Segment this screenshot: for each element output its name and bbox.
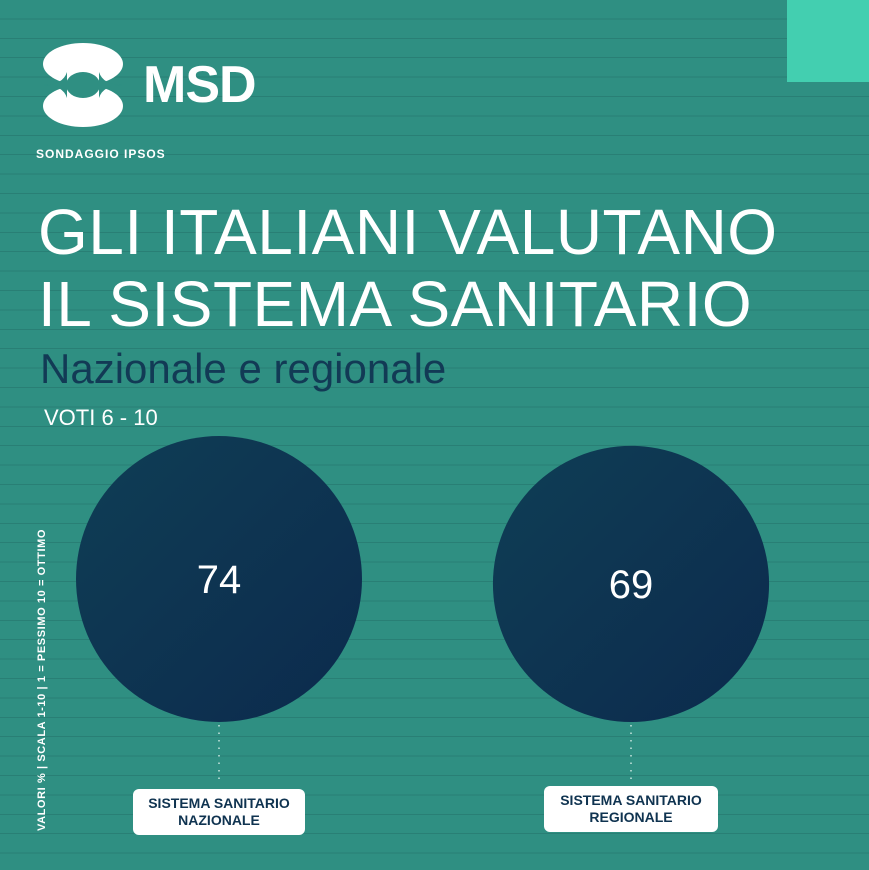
- logo-wordmark: MSD: [143, 56, 257, 114]
- bubble-group: 69: [492, 445, 770, 782]
- msd-emblem-icon: [43, 43, 123, 127]
- survey-kicker: SONDAGGIO IPSOS: [36, 147, 166, 161]
- bubble-value-label: 69: [609, 563, 654, 607]
- label-line-2: NAZIONALE: [178, 812, 260, 828]
- score-range-label: VOTI 6 - 10: [44, 405, 158, 430]
- bubble-mark: [76, 436, 362, 722]
- label-line-2: REGIONALE: [589, 809, 673, 825]
- bubble-mark: [492, 445, 770, 722]
- title-line-1: GLI ITALIANI VALUTANO: [38, 196, 778, 268]
- label-line-1: SISTEMA SANITARIO: [560, 792, 702, 808]
- page-title: GLI ITALIANI VALUTANO IL SISTEMA SANITAR…: [38, 196, 778, 340]
- bubble-value-label: 74: [197, 558, 242, 602]
- label-line-1: SISTEMA SANITARIO: [148, 795, 290, 811]
- page-subtitle: Nazionale e regionale: [40, 345, 447, 392]
- accent-corner-block: [787, 0, 869, 82]
- title-line-2: IL SISTEMA SANITARIO: [38, 268, 753, 340]
- bubble-group: 74: [76, 436, 362, 785]
- label-sistema-sanitario-regionale: SISTEMA SANITARIO REGIONALE: [544, 786, 718, 832]
- msd-logo: MSD: [37, 42, 257, 128]
- label-sistema-sanitario-nazionale: SISTEMA SANITARIO NAZIONALE: [133, 789, 305, 835]
